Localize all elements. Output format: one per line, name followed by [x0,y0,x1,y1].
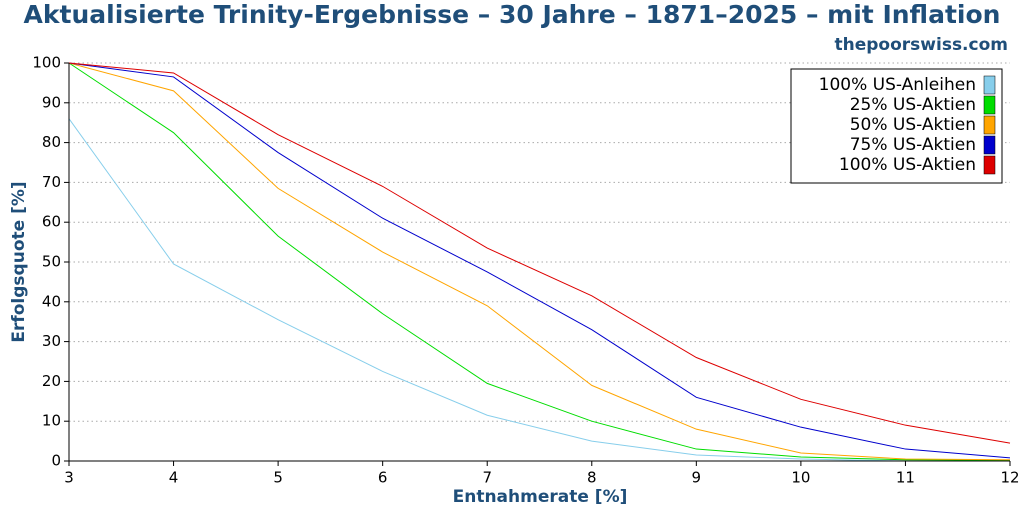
y-tick-label: 80 [42,133,61,151]
y-tick-label: 40 [42,292,61,310]
chart-title: Aktualisierte Trinity-Ergebnisse – 30 Ja… [24,0,1001,29]
legend-box [790,68,1003,184]
data-line [68,62,1011,461]
x-tick-label: 3 [64,469,74,487]
data-line [68,118,1010,462]
y-axis-label: Erfolgsquote [%] [9,181,29,342]
y-tick-label: 0 [51,452,61,470]
x-tick-label: 12 [1000,469,1019,487]
y-tick-label: 20 [42,372,61,390]
y-tick-label: 30 [42,332,61,350]
legend-swatch [983,155,996,175]
y-tick-label: 100 [32,54,61,72]
x-tick-label: 7 [482,469,492,487]
x-axis-label: Entnahmerate [%] [453,487,628,507]
y-tick-label: 90 [42,93,61,111]
x-tick-label: 9 [692,469,702,487]
chart-subtitle: thepoorswiss.com [835,35,1009,55]
x-tick-label: 5 [273,469,283,487]
y-tick-label: 10 [42,412,61,430]
data-line [68,62,1011,444]
legend-label: 75% US-Aktien [850,135,976,155]
data-line [68,62,1011,461]
x-tick-label: 10 [791,469,810,487]
y-tick-label: 60 [42,213,61,231]
legend-label: 25% US-Aktien [850,95,976,115]
x-tick-label: 6 [378,469,388,487]
legend-label: 100% US-Aktien [839,155,976,175]
y-tick-label: 70 [42,173,61,191]
x-tick-label: 11 [896,469,915,487]
legend-swatch [983,75,996,95]
x-tick-label: 4 [169,469,179,487]
legend-label: 50% US-Aktien [850,115,976,135]
data-line [68,62,1011,459]
legend-swatch [983,135,996,155]
legend-label: 100% US-Anleihen [819,75,976,95]
legend-swatch [983,95,996,115]
y-tick-label: 50 [42,253,61,271]
x-tick-label: 8 [587,469,597,487]
legend-swatch [983,115,996,135]
